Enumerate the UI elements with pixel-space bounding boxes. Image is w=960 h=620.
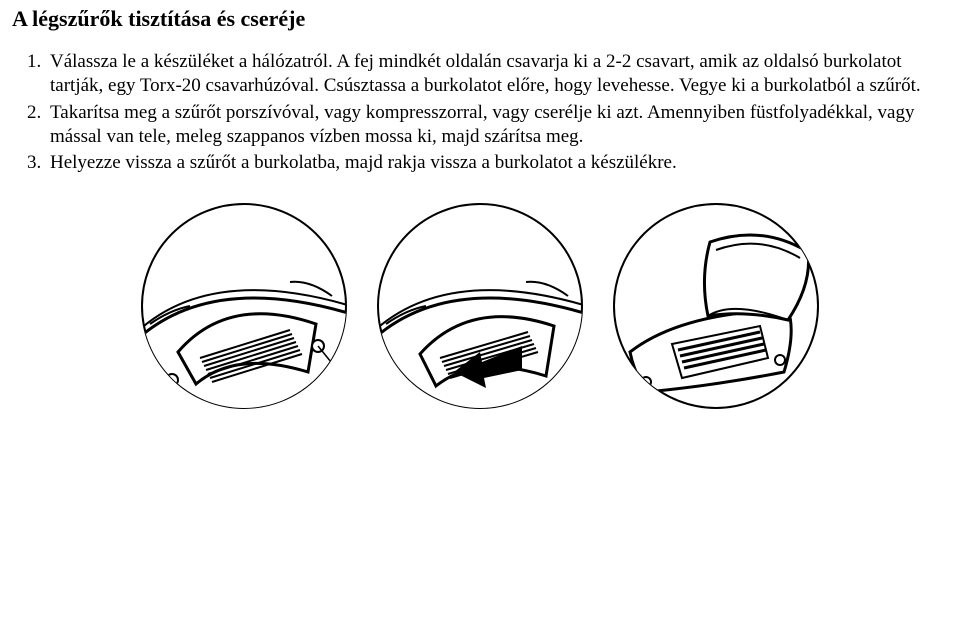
page-root: A légszűrők tisztítása és cseréje Válass… xyxy=(0,0,960,410)
figure-1 xyxy=(140,202,348,410)
figure-2-svg xyxy=(376,202,584,410)
page-title: A légszűrők tisztítása és cseréje xyxy=(12,6,948,32)
step-2: Takarítsa meg a szűrőt porszívóval, vagy… xyxy=(46,101,948,150)
figure-3 xyxy=(612,202,820,410)
steps-list: Válassza le a készüléket a hálózatról. A… xyxy=(46,50,948,176)
figures-row xyxy=(12,202,948,410)
figure-2 xyxy=(376,202,584,410)
step-3: Helyezze vissza a szűrőt a burkolatba, m… xyxy=(46,151,948,175)
figure-1-svg xyxy=(140,202,348,410)
figure-3-svg xyxy=(612,202,820,410)
step-1: Válassza le a készüléket a hálózatról. A… xyxy=(46,50,948,99)
